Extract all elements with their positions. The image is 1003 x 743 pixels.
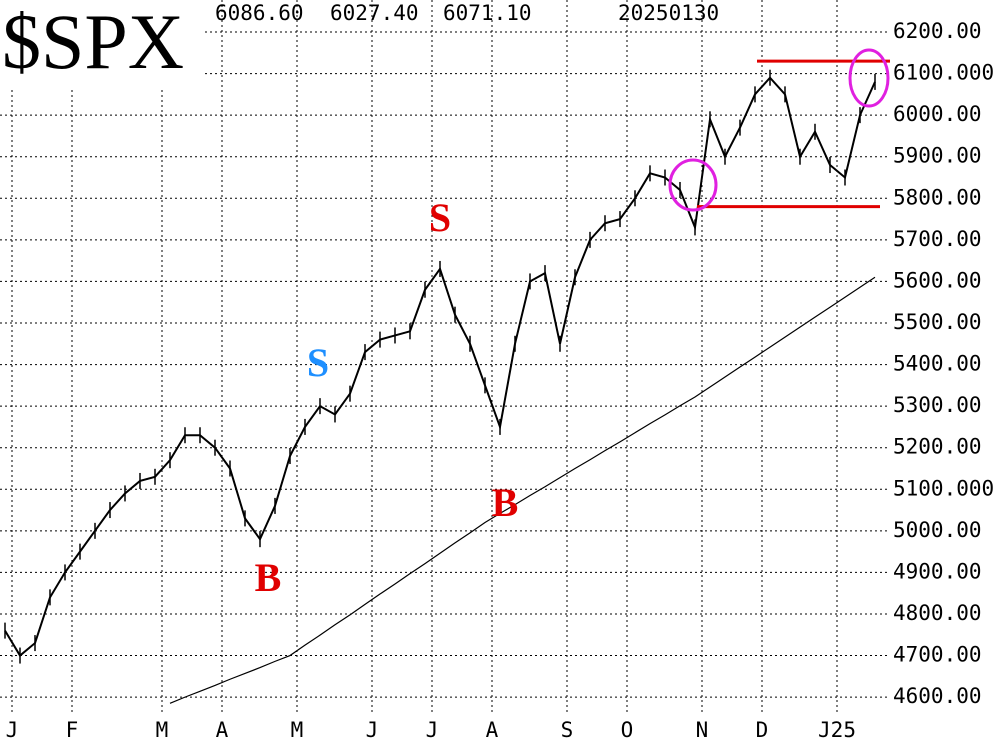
x-tick-label: S	[561, 718, 574, 742]
x-tick-label: J	[366, 718, 379, 742]
series-line	[169, 276, 876, 704]
x-tick-label: J	[426, 718, 439, 742]
highlight-circle	[668, 158, 718, 212]
title-box	[0, 0, 205, 88]
y-tick-label: 6200.00	[893, 19, 982, 43]
y-tick-label: 5300.00	[893, 393, 982, 417]
y-tick-label: 6000.00	[893, 102, 982, 126]
grid	[0, 0, 890, 715]
x-tick-label: J	[6, 718, 19, 742]
x-tick-label: D	[756, 718, 769, 742]
x-tick-label: M	[156, 718, 169, 742]
y-tick-label: 4600.00	[893, 684, 982, 708]
x-tick-label: M	[291, 718, 304, 742]
header-value: 6027.40	[330, 1, 419, 25]
annotation: B	[492, 480, 519, 525]
highlight-circle	[848, 48, 890, 108]
chart-title: $SPX	[2, 0, 184, 85]
y-tick-label: 5700.00	[893, 227, 982, 251]
x-tick-label: J25	[818, 718, 856, 742]
x-tick-label: N	[696, 718, 709, 742]
y-tick-label: 5100.000	[893, 476, 994, 500]
y-tick-label: 5900.00	[893, 144, 982, 168]
y-tick-label: 5200.00	[893, 435, 982, 459]
x-tick-label: A	[486, 718, 499, 742]
annotation: S	[307, 340, 329, 385]
y-tick-label: 5500.00	[893, 310, 982, 334]
annotation: B	[255, 555, 282, 600]
header-value: 6071.10	[443, 1, 532, 25]
y-tick-label: 4900.00	[893, 559, 982, 583]
x-tick-label: O	[621, 718, 634, 742]
y-tick-label: 4800.00	[893, 601, 982, 625]
y-tick-label: 5400.00	[893, 352, 982, 376]
y-tick-label: 5800.00	[893, 185, 982, 209]
header-value: 20250130	[618, 1, 719, 25]
annotation: S	[429, 195, 451, 240]
plot	[4, 59, 890, 704]
y-tick-label: 4700.00	[893, 643, 982, 667]
y-tick-label: 5600.00	[893, 268, 982, 292]
y-tick-label: 5000.00	[893, 518, 982, 542]
header-value: 6086.60	[215, 1, 304, 25]
y-tick-label: 6100.000	[893, 61, 994, 85]
x-tick-label: A	[216, 718, 229, 742]
x-tick-label: F	[66, 718, 79, 742]
